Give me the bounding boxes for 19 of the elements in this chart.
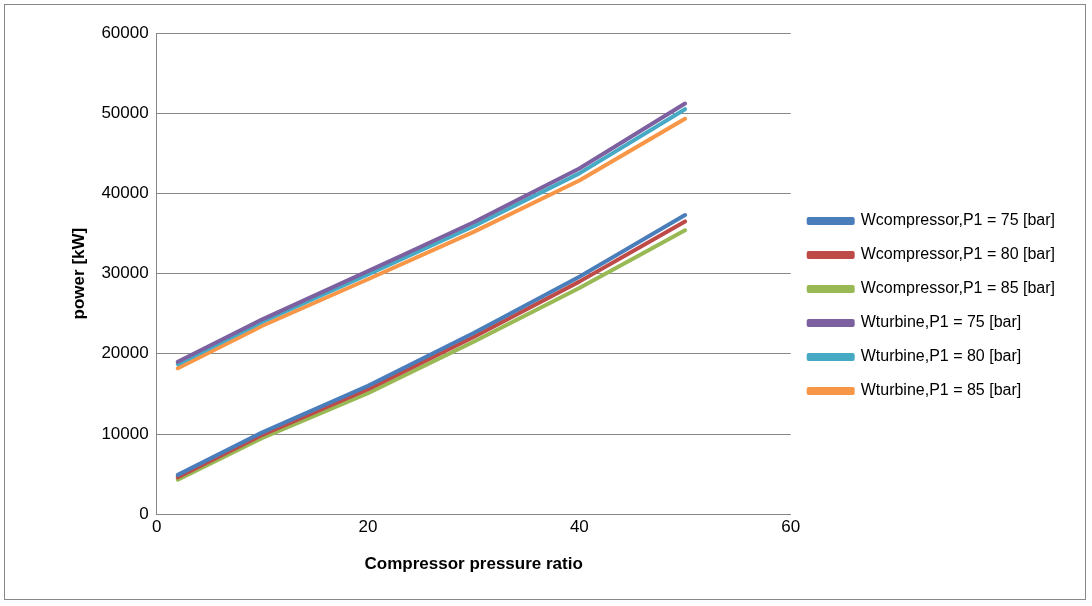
- x-tick-label: 60: [781, 517, 801, 537]
- legend-label: Wturbine,P1 = 75 [bar]: [860, 313, 1022, 331]
- x-axis-title: Compressor pressure ratio: [364, 554, 583, 574]
- legend-label: Wcompressor,P1 = 80 [bar]: [860, 245, 1056, 263]
- x-tick-label: 0: [151, 517, 162, 537]
- y-tick-label: 30000: [101, 263, 149, 283]
- legend-label: Wcompressor,P1 = 75 [bar]: [860, 211, 1056, 229]
- y-tick-label: 60000: [101, 22, 149, 42]
- y-tick-label: 10000: [101, 423, 149, 443]
- y-tick-label: 40000: [101, 183, 149, 203]
- x-tick-label: 40: [569, 517, 589, 537]
- x-tick-label: 20: [358, 517, 378, 537]
- legend-label: Wcompressor,P1 = 85 [bar]: [860, 279, 1056, 297]
- y-tick-label: 0: [139, 503, 149, 523]
- y-tick-label: 50000: [101, 102, 149, 122]
- legend-label: Wturbine,P1 = 85 [bar]: [860, 381, 1022, 399]
- legend-label: Wturbine,P1 = 80 [bar]: [860, 347, 1022, 365]
- y-tick-label: 20000: [101, 343, 149, 363]
- y-axis-title: power [kW]: [68, 227, 88, 320]
